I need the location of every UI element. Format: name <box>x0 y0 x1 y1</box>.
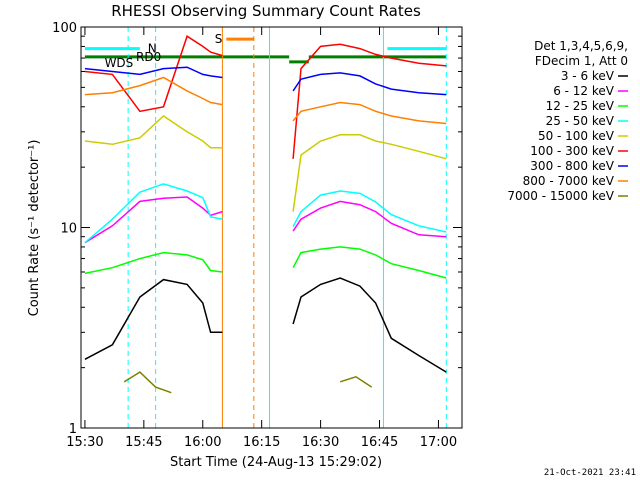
series-50-100-kev-segment-0 <box>84 115 223 149</box>
x-axis-ticks: 15:30 15:45 16:00 16:15 16:30 16:45 17:00 <box>66 27 457 450</box>
legend-label-6-12-kev: 6 - 12 keV <box>553 84 615 98</box>
x-tick-label-17-00: 17:00 <box>420 435 457 450</box>
footer-date: 21-Oct-2021 23:41 <box>544 468 636 478</box>
y-axis-ticks: 1 10 100 <box>52 21 462 437</box>
series-800-7000-kev-segment-0 <box>84 76 223 106</box>
series-3-6-kev-segment-1 <box>292 277 447 373</box>
y-tick-label-10: 10 <box>60 222 77 237</box>
legend-label-300-800-kev: 300 - 800 keV <box>530 159 614 173</box>
series-6-12-kev-segment-0 <box>84 196 223 244</box>
series-300-800-kev-segment-0 <box>84 66 223 79</box>
legend-label-25-50-kev: 25 - 50 keV <box>546 114 615 128</box>
series-7000-15000-kev-segment-0 <box>123 371 172 394</box>
series-6-12-kev-segment-1 <box>292 200 447 238</box>
series-25-50-kev-segment-0 <box>84 183 223 244</box>
legend: Det 1,3,4,5,6,9,FDecim 1, Att 03 - 6 keV… <box>507 39 628 203</box>
series-100-300-kev-segment-0 <box>84 35 223 113</box>
series-3-6-kev-segment-0 <box>84 278 223 360</box>
plot-frame <box>80 26 463 429</box>
series-25-50-kev-segment-1 <box>292 190 447 233</box>
vertical-lines <box>80 27 447 428</box>
x-tick-label-15-45: 15:45 <box>125 435 162 450</box>
x-axis-label: Start Time (24-Aug-13 15:29:02) <box>170 455 382 470</box>
y-tick-label-100: 100 <box>52 21 77 36</box>
legend-label-12-25-kev: 12 - 25 keV <box>546 99 615 113</box>
legend-label-100-300-kev: 100 - 300 keV <box>530 144 614 158</box>
x-tick-label-16-30: 16:30 <box>302 435 339 450</box>
legend-label-800-7000-kev: 800 - 7000 keV <box>523 174 615 188</box>
series-7000-15000-kev-segment-1 <box>339 375 373 388</box>
annotation-label-rd0: RD0 <box>136 50 161 64</box>
legend-label-3-6-kev: 3 - 6 keV <box>561 69 615 83</box>
x-tick-label-16-00: 16:00 <box>184 435 221 450</box>
legend-label-7000-15000-kev: 7000 - 15000 keV <box>507 189 614 203</box>
chart-title: RHESSI Observing Summary Count Rates <box>111 2 421 20</box>
series-50-100-kev-segment-1 <box>292 134 447 212</box>
legend-header-1: FDecim 1, Att 0 <box>535 54 628 68</box>
series-12-25-kev-segment-0 <box>84 251 223 275</box>
x-tick-label-16-45: 16:45 <box>361 435 398 450</box>
series-lines <box>84 35 447 394</box>
annotation-label-n: N <box>148 42 157 56</box>
legend-header-0: Det 1,3,4,5,6,9, <box>534 39 628 53</box>
legend-label-50-100-kev: 50 - 100 keV <box>538 129 615 143</box>
y-axis-label: Count Rate (s⁻¹ detector⁻¹) <box>27 140 42 317</box>
series-100-300-kev-segment-1 <box>292 43 447 159</box>
series-300-800-kev-segment-1 <box>292 72 447 96</box>
y-tick-label-1: 1 <box>69 422 77 437</box>
series-12-25-kev-segment-1 <box>292 246 447 279</box>
x-tick-label-16-15: 16:15 <box>243 435 280 450</box>
annotation-bar-label-5: S <box>215 32 223 46</box>
series-800-7000-kev-segment-1 <box>292 101 447 125</box>
x-tick-label-15-30: 15:30 <box>66 435 103 450</box>
annotation-bars: S <box>84 32 447 64</box>
annotation-label-wds: WDS <box>105 56 134 70</box>
